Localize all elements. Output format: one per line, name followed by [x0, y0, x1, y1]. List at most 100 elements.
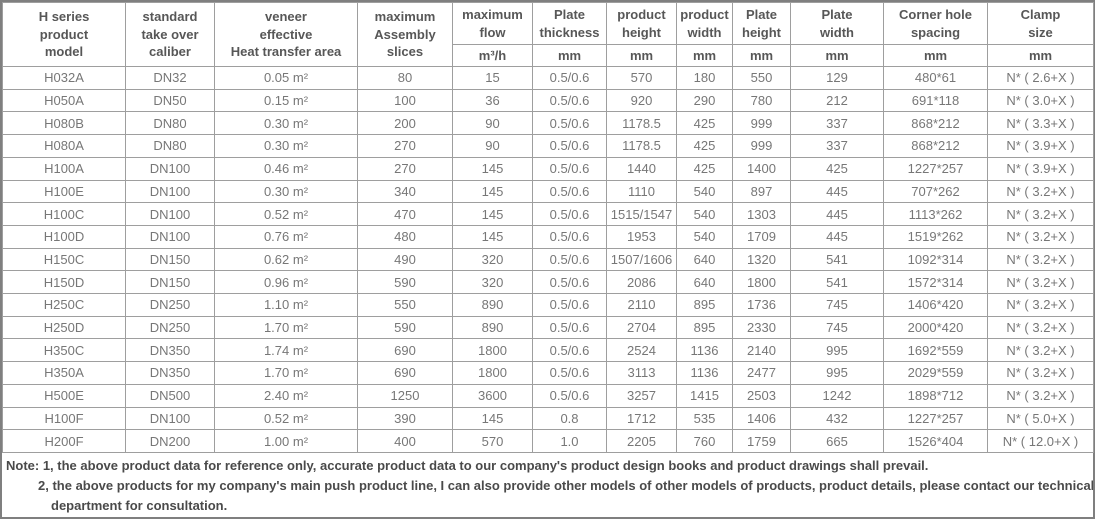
- cell-area: 0.30 m²: [214, 134, 358, 158]
- cell-area: 0.30 m²: [214, 111, 358, 136]
- note-line-3: department for consultation.: [51, 498, 228, 513]
- cell-caliber: DN100: [125, 156, 215, 181]
- cell-caliber: DN80: [125, 111, 215, 136]
- cell-model: H100D: [2, 224, 126, 249]
- table-row: H080B DN80 0.30 m² 200 90 0.5/0.6 1178.5 425 999…: [2, 111, 1094, 136]
- cell-model: H250D: [2, 315, 126, 340]
- col-header-product-height: product height: [606, 2, 677, 45]
- cell-product-height: 2524: [606, 338, 677, 363]
- cell-clamp: N* ( 3.2+X ): [987, 224, 1094, 249]
- cell-thickness: 0.5/0.6: [532, 156, 607, 181]
- cell-product-width: 640: [676, 270, 733, 295]
- cell-caliber: DN350: [125, 338, 215, 363]
- cell-clamp: N* ( 3.2+X ): [987, 202, 1094, 226]
- table-row: H100A DN100 0.46 m² 270 145 0.5/0.6 1440 425 140…: [2, 156, 1094, 181]
- cell-flow: 145: [452, 156, 533, 181]
- cell-model: H100C: [2, 202, 126, 226]
- cell-thickness: 0.5/0.6: [532, 361, 607, 385]
- cell-corner-hole: 868*212: [883, 134, 988, 158]
- table-row: H100E DN100 0.30 m² 340 145 0.5/0.6 1110 540 897…: [2, 179, 1094, 204]
- cell-plate-width: 337: [790, 111, 884, 136]
- cell-plate-height: 1736: [732, 293, 791, 317]
- cell-product-width: 640: [676, 247, 733, 272]
- cell-plate-width: 445: [790, 179, 884, 204]
- col-unit-product-height: mm: [606, 44, 677, 67]
- header-row-labels: H series product model standard take over cal…: [2, 2, 1094, 67]
- cell-caliber: DN80: [125, 134, 215, 158]
- cell-model: H350C: [2, 338, 126, 363]
- cell-plate-width: 541: [790, 270, 884, 295]
- cell-flow: 145: [452, 179, 533, 204]
- cell-caliber: DN200: [125, 429, 215, 453]
- table-row: H250C DN250 1.10 m² 550 890 0.5/0.6 2110 895 173…: [2, 293, 1094, 317]
- cell-plate-height: 1400: [732, 156, 791, 181]
- cell-slices: 400: [357, 429, 453, 453]
- cell-model: H150D: [2, 270, 126, 295]
- cell-product-height: 1178.5: [606, 111, 677, 136]
- col-header-caliber: standard take over caliber: [125, 2, 215, 67]
- cell-plate-height: 2330: [732, 315, 791, 340]
- cell-caliber: DN250: [125, 293, 215, 317]
- product-table: H series product model standard take over cal…: [2, 2, 1094, 453]
- cell-clamp: N* ( 3.9+X ): [987, 134, 1094, 158]
- cell-model: H150C: [2, 247, 126, 272]
- cell-corner-hole: 1572*314: [883, 270, 988, 295]
- cell-plate-width: 995: [790, 338, 884, 363]
- cell-slices: 270: [357, 134, 453, 158]
- cell-plate-height: 1320: [732, 247, 791, 272]
- cell-product-height: 2205: [606, 429, 677, 453]
- cell-corner-hole: 1227*257: [883, 406, 988, 431]
- cell-caliber: DN150: [125, 270, 215, 295]
- cell-slices: 590: [357, 315, 453, 340]
- cell-clamp: N* ( 3.2+X ): [987, 383, 1094, 408]
- cell-slices: 690: [357, 338, 453, 363]
- cell-plate-width: 432: [790, 406, 884, 431]
- cell-plate-width: 1242: [790, 383, 884, 408]
- cell-area: 0.96 m²: [214, 270, 358, 295]
- cell-plate-width: 445: [790, 202, 884, 226]
- col-header-product-width: product width: [676, 2, 733, 45]
- cell-product-width: 895: [676, 293, 733, 317]
- cell-slices: 480: [357, 224, 453, 249]
- header-row-units: m³/h mm mm mm mm mm mm mm: [3, 44, 1094, 67]
- col-unit-clamp: mm: [987, 44, 1094, 67]
- cell-thickness: 0.5/0.6: [532, 179, 607, 204]
- cell-flow: 145: [452, 202, 533, 226]
- cell-plate-width: 995: [790, 361, 884, 385]
- cell-caliber: DN250: [125, 315, 215, 340]
- cell-thickness: 0.5/0.6: [532, 224, 607, 249]
- cell-product-width: 535: [676, 406, 733, 431]
- cell-area: 0.46 m²: [214, 156, 358, 181]
- cell-thickness: 0.5/0.6: [532, 293, 607, 317]
- table-header: H series product model standard take over cal…: [2, 2, 1094, 67]
- cell-clamp: N* ( 3.0+X ): [987, 88, 1094, 113]
- col-header-area: veneer effective Heat transfer area: [214, 2, 358, 67]
- cell-area: 0.52 m²: [214, 202, 358, 226]
- cell-flow: 890: [452, 315, 533, 340]
- cell-flow: 1800: [452, 361, 533, 385]
- cell-plate-height: 2477: [732, 361, 791, 385]
- cell-product-width: 425: [676, 134, 733, 158]
- cell-corner-hole: 707*262: [883, 179, 988, 204]
- table-row: H100C DN100 0.52 m² 470 145 0.5/0.6 1515/1547 5…: [2, 202, 1094, 226]
- table-row: H350C DN350 1.74 m² 690 1800 0.5/0.6 2524 1136 2…: [2, 338, 1094, 363]
- cell-flow: 15: [452, 66, 533, 90]
- col-header-plate-width: Plate width: [790, 2, 884, 45]
- cell-plate-width: 129: [790, 66, 884, 90]
- cell-slices: 490: [357, 247, 453, 272]
- cell-flow: 1800: [452, 338, 533, 363]
- cell-slices: 200: [357, 111, 453, 136]
- cell-clamp: N* ( 3.2+X ): [987, 361, 1094, 385]
- cell-plate-height: 1406: [732, 406, 791, 431]
- cell-product-width: 425: [676, 111, 733, 136]
- cell-model: H250C: [2, 293, 126, 317]
- cell-thickness: 0.5/0.6: [532, 247, 607, 272]
- cell-plate-height: 999: [732, 134, 791, 158]
- cell-caliber: DN100: [125, 406, 215, 431]
- col-header-corner-hole: Corner hole spacing: [883, 2, 988, 45]
- cell-product-height: 1712: [606, 406, 677, 431]
- col-header-flow: maximum flow: [452, 2, 533, 45]
- cell-plate-height: 2503: [732, 383, 791, 408]
- cell-slices: 270: [357, 156, 453, 181]
- table-row: H080A DN80 0.30 m² 270 90 0.5/0.6 1178.5 425 999…: [2, 134, 1094, 158]
